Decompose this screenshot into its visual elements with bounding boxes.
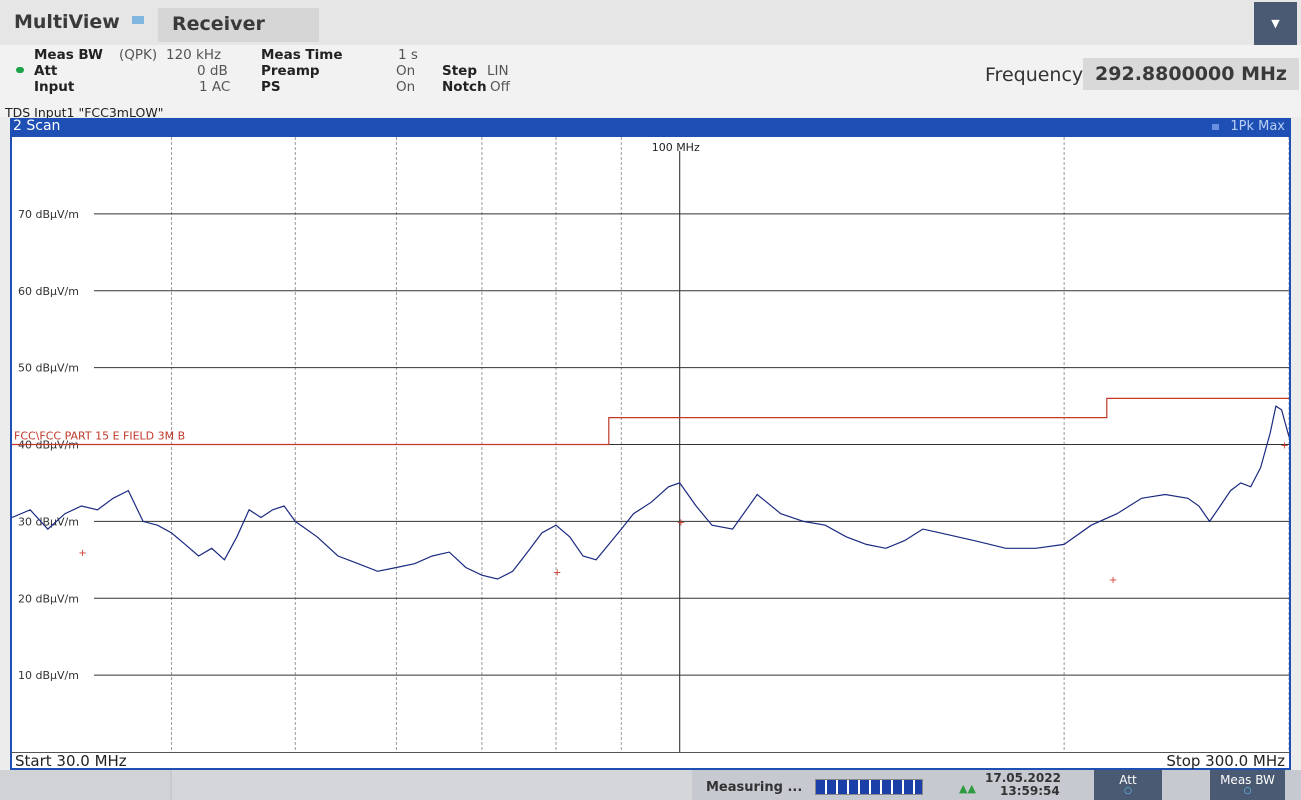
qp-marker: + (1109, 575, 1117, 586)
y-tick-label: 30 dBµV/m (18, 515, 79, 528)
qp-marker: + (677, 517, 685, 528)
trace-line (12, 405, 1289, 580)
measurement-progress-bar (815, 779, 923, 795)
start-frequency: Start 30.0 MHz (15, 752, 127, 770)
att-softkey[interactable]: Att ○ (1094, 770, 1162, 800)
att-label: Att (34, 63, 58, 79)
status-segment (172, 770, 692, 800)
meas-time-value: 1 s (398, 47, 418, 63)
tab-receiver-label: Receiver (172, 13, 265, 35)
y-tick-label: 10 dBµV/m (18, 669, 79, 682)
notch-value: Off (490, 79, 510, 95)
qp-marker: + (78, 548, 86, 559)
preamp-value: On (396, 63, 416, 79)
qp-marker: + (1280, 441, 1288, 452)
input-value: 1 AC (199, 79, 231, 95)
step-value: LIN (487, 63, 509, 79)
x-marker-label: 100 MHz (652, 141, 700, 154)
scan-window-header[interactable]: 2 Scan 1Pk Max (10, 118, 1291, 137)
app-title: MultiView (14, 11, 120, 33)
ps-label: PS (261, 79, 281, 95)
parameter-panel: Meas BW (QPK) 120 kHz Att 0 dB Input 1 A… (0, 45, 1301, 120)
qp-marker: + (553, 567, 561, 578)
sweep-range-bar: Start 30.0 MHz Stop 300.0 MHz (10, 752, 1291, 770)
chevron-down-icon: ▼ (1271, 17, 1280, 30)
dropdown-menu-button[interactable]: ▼ (1254, 2, 1297, 46)
status-bar: Measuring ... ▲▲ 17.05.2022 13:59:54 Att… (0, 770, 1301, 800)
limit-line-label: FCC\FCC PART 15 E FIELD 3M B (14, 430, 185, 443)
tab-receiver[interactable]: Receiver (158, 8, 319, 42)
meas-bw-label: Meas BW (34, 47, 103, 63)
y-tick-label: 20 dBµV/m (18, 592, 79, 605)
date-time: 17.05.2022 13:59:54 (985, 772, 1061, 798)
limit-line (12, 397, 1289, 446)
meas-bw-softkey-label: Meas BW (1220, 773, 1275, 787)
scan-title: 2 Scan (13, 118, 61, 134)
meas-bw-mode: (QPK) (119, 47, 158, 63)
multiview-icon (132, 16, 144, 24)
att-value: 0 dB (197, 63, 228, 79)
y-tick-label: 50 dBµV/m (18, 362, 79, 375)
trace-indicator-icon (1212, 124, 1219, 130)
time: 13:59:54 (1000, 784, 1060, 798)
att-softkey-label: Att (1119, 773, 1137, 787)
scan-diagram[interactable]: 100 MHz 70 dBµV/m 60 dBµV/m 50 dBµV/m 40 dBµ… (10, 137, 1291, 752)
title-bar: MultiView Receiver ▼ (0, 0, 1301, 46)
date: 17.05.2022 (985, 771, 1061, 785)
meas-bw-value: 120 kHz (166, 47, 222, 63)
meas-time-label: Meas Time (261, 47, 343, 63)
input-label: Input (34, 79, 75, 95)
status-segment (0, 770, 170, 800)
frequency-value[interactable]: 292.8800000 MHz (1083, 58, 1299, 90)
ps-value: On (396, 79, 416, 95)
meas-bw-softkey[interactable]: Meas BW ○ (1210, 770, 1285, 800)
softkey-indicator-icon: ○ (1243, 786, 1252, 796)
progress-fill (816, 780, 922, 794)
measuring-status: Measuring ... (706, 780, 803, 795)
trace-mode-label: 1Pk Max (1230, 119, 1285, 134)
stop-frequency: Stop 300.0 MHz (1166, 752, 1285, 770)
network-icon: ▲▲ (959, 782, 976, 795)
softkey-indicator-icon: ○ (1124, 786, 1132, 796)
frequency-label: Frequency (985, 64, 1084, 86)
att-status-icon (16, 67, 24, 73)
tds-input-label: TDS Input1 "FCC3mLOW" (5, 105, 164, 120)
y-tick-label: 70 dBµV/m (18, 208, 79, 221)
preamp-label: Preamp (261, 63, 320, 79)
y-tick-label: 60 dBµV/m (18, 285, 79, 298)
step-label: Step (442, 63, 477, 79)
notch-label: Notch (442, 79, 487, 95)
